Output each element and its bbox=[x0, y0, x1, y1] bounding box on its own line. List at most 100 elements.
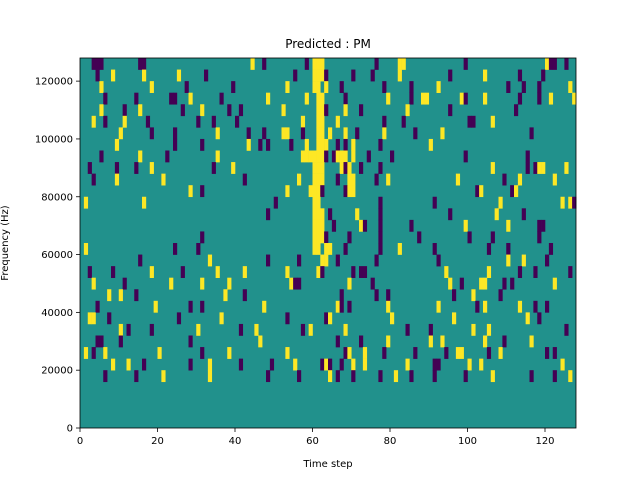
x-tick-label: 0 bbox=[77, 436, 83, 447]
heatmap-cell bbox=[552, 173, 557, 186]
heatmap-cell bbox=[138, 58, 143, 70]
heatmap-cell bbox=[111, 69, 116, 82]
y-tick-label: 0 bbox=[67, 424, 73, 435]
heatmap-cell bbox=[347, 185, 352, 198]
heatmap-cell bbox=[502, 335, 507, 348]
heatmap-cell bbox=[545, 300, 550, 313]
heatmap-cell bbox=[324, 150, 329, 163]
heatmap-cell bbox=[316, 162, 321, 174]
heatmap-cell bbox=[173, 138, 178, 151]
heatmap-cell bbox=[351, 69, 356, 82]
heatmap-cell bbox=[165, 150, 170, 163]
heatmap-cell bbox=[393, 370, 399, 383]
chart-title: Predicted : PM bbox=[285, 37, 371, 51]
heatmap-cell bbox=[382, 81, 387, 93]
x-axis-ticks: 0 20 40 60 80 100 120 bbox=[77, 428, 555, 447]
heatmap-cell bbox=[142, 358, 147, 371]
heatmap-cell bbox=[138, 104, 143, 117]
heatmap-cell bbox=[436, 254, 441, 267]
heatmap-cell bbox=[564, 58, 569, 70]
heatmap-cell bbox=[231, 162, 236, 174]
heatmap-cell bbox=[169, 92, 174, 105]
heatmap-cell bbox=[200, 104, 205, 117]
heatmap-cell bbox=[320, 92, 325, 105]
heatmap-cell bbox=[479, 185, 484, 198]
heatmap-cell bbox=[320, 254, 325, 267]
heatmap-cell bbox=[541, 219, 546, 232]
heatmap-cell bbox=[339, 150, 344, 163]
x-tick-label: 40 bbox=[229, 436, 242, 447]
heatmap-cell bbox=[359, 335, 364, 348]
heatmap-cell bbox=[328, 208, 333, 221]
heatmap-cell bbox=[362, 358, 368, 371]
heatmap-cell bbox=[374, 254, 379, 267]
heatmap-cell bbox=[304, 150, 309, 163]
heatmap-cell bbox=[211, 162, 216, 174]
heatmap-cell bbox=[258, 138, 263, 151]
heatmap-cell bbox=[564, 323, 569, 336]
heatmap-cell bbox=[366, 150, 371, 163]
heatmap-cell bbox=[107, 289, 112, 302]
heatmap-cell bbox=[196, 323, 201, 336]
heatmap-cell bbox=[440, 127, 445, 140]
heatmap-cell bbox=[459, 277, 464, 290]
heatmap-cell bbox=[95, 69, 100, 82]
heatmap-cell bbox=[149, 323, 154, 336]
heatmap-cell bbox=[145, 115, 151, 128]
heatmap-cell bbox=[207, 358, 213, 371]
x-axis-title: Time step bbox=[302, 459, 352, 470]
heatmap-cell bbox=[114, 138, 120, 151]
heatmap-cell bbox=[83, 243, 89, 255]
heatmap-cell bbox=[188, 92, 193, 105]
heatmap-cell bbox=[533, 266, 538, 278]
heatmap-cell bbox=[215, 266, 220, 278]
heatmap-cell bbox=[320, 138, 325, 151]
heatmap-cell bbox=[266, 208, 271, 221]
heatmap-cell bbox=[227, 104, 232, 117]
heatmap-cell bbox=[99, 58, 104, 70]
heatmap-cell bbox=[424, 92, 430, 105]
heatmap-cell bbox=[568, 81, 573, 93]
heatmap-cell bbox=[359, 104, 364, 117]
heatmap-cell bbox=[514, 104, 519, 117]
heatmap-cell bbox=[262, 127, 267, 140]
heatmap-cell bbox=[258, 335, 263, 348]
heatmap-cell bbox=[312, 58, 317, 70]
heatmap-cell bbox=[161, 173, 166, 186]
heatmap-cell bbox=[91, 115, 96, 128]
heatmap-cell bbox=[362, 347, 368, 359]
heatmap-cell bbox=[304, 138, 309, 151]
heatmap-cell bbox=[378, 219, 383, 232]
heatmap-cell bbox=[506, 219, 511, 232]
heatmap-cell bbox=[134, 92, 139, 105]
heatmap-cell bbox=[316, 219, 321, 232]
heatmap-cell bbox=[347, 162, 352, 174]
x-tick-label: 20 bbox=[151, 436, 164, 447]
heatmap-cell bbox=[312, 231, 317, 244]
heatmap-cell bbox=[200, 231, 205, 244]
heatmap-cell bbox=[211, 115, 216, 128]
heatmap-cell bbox=[432, 370, 437, 383]
heatmap-cell bbox=[494, 208, 499, 221]
heatmap-cell bbox=[320, 266, 325, 278]
heatmap-cell bbox=[200, 300, 205, 313]
heatmap-cell bbox=[335, 115, 340, 128]
heatmap-cell bbox=[405, 104, 410, 117]
heatmap-cell bbox=[138, 150, 143, 163]
heatmap-cell bbox=[525, 162, 530, 174]
heatmap-cell bbox=[266, 254, 271, 267]
heatmap-cell bbox=[397, 69, 402, 82]
heatmap-cell bbox=[378, 196, 383, 209]
heatmap-cell bbox=[87, 312, 92, 325]
heatmap-cell bbox=[467, 115, 472, 128]
heatmap-cell bbox=[432, 243, 437, 255]
heatmap-cell bbox=[196, 243, 201, 255]
heatmap-cell bbox=[312, 196, 317, 209]
heatmap-cell bbox=[316, 266, 321, 278]
heatmap-cell bbox=[308, 323, 313, 336]
heatmap-cell bbox=[432, 358, 437, 371]
heatmap-cell bbox=[188, 358, 193, 371]
heatmap-cell bbox=[320, 58, 325, 70]
heatmap-cell bbox=[83, 196, 89, 209]
